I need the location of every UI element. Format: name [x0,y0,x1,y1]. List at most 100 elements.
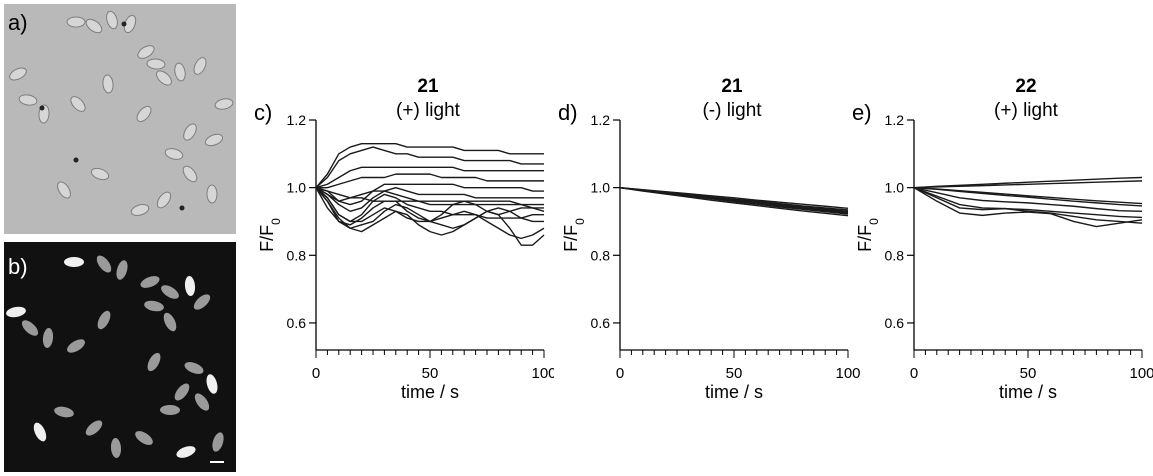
series-line [315,142,544,189]
cell [136,105,152,123]
x-tick-label: 50 [726,365,743,382]
fluorescent-cell [176,446,196,458]
series-line [315,186,544,209]
series-line [315,186,544,213]
y-tick-label: 0.6 [885,315,905,331]
cell [156,70,172,86]
fluorescent-cell [163,312,177,332]
cell [206,184,218,204]
cell [18,94,38,106]
chart-title: 22 [1015,76,1036,97]
brightfield-micrograph [4,4,236,234]
fluorescent-cell [135,431,153,445]
cell [146,58,166,70]
chart-panel-d: 21 (-) light d) 0.6 0.8 1.0 1.2 0 50 100 time / s F… [558,76,860,402]
cell [137,45,155,59]
series-line [619,186,849,213]
y-tick-label: 1.0 [287,180,307,196]
fluorescent-cell [67,339,85,353]
debris-dot [121,21,127,27]
cell [57,181,71,199]
series-line [913,187,1143,224]
series-line [619,186,849,217]
fluorescent-cell [116,260,128,280]
series-line [316,173,544,189]
series-line [913,180,1143,189]
x-axis-label: time / s [401,382,459,402]
series-line [315,166,544,189]
chart-title: 21 [721,76,743,97]
series-line [315,187,544,223]
cell [70,96,86,112]
chart-subtitle: (+) light [396,100,461,121]
cell [106,10,118,30]
fluorescent-cell [97,310,111,330]
x-tick-label: 0 [312,365,320,382]
fluorescent-cell [140,276,160,288]
debris-dot [179,205,185,211]
fluorescent-cell [193,294,211,310]
cell [90,167,110,181]
fluorescent-cell [184,362,204,374]
panel-label: e) [852,100,872,125]
fluorescent-cell [96,255,112,273]
x-tick-label: 100 [835,365,860,382]
x-tick-label: 50 [1020,365,1037,382]
fluorescent-cell [54,406,74,418]
fluorescent-cell [212,432,224,452]
cell [156,191,172,209]
cell [183,123,197,141]
fluorescent-cell [206,374,218,394]
y-tick-label: 0.8 [885,247,905,263]
cell [204,133,224,147]
series-line [913,176,1143,189]
debris-dot [39,105,45,111]
cell [130,204,150,216]
y-tick-label: 0.6 [287,315,307,331]
y-axis-label: F/F0 [257,218,283,252]
series-line [913,186,1143,213]
chart-subtitle: (+) light [994,100,1059,121]
fluorescent-cell [64,257,84,267]
x-tick-label: 50 [422,365,439,382]
fluorescent-cell [42,328,54,348]
y-tick-label: 1.2 [885,112,905,128]
cell [193,57,207,75]
chart-panel-e: 22 (+) light e) 0.6 0.8 1.0 1.2 0 50 100 time / s F… [852,76,1153,402]
series-line [315,187,545,226]
cell [102,74,114,94]
cell [9,67,27,81]
fluorescent-cell [6,306,26,318]
fluorescence-image [4,242,236,472]
brightfield-image [4,4,236,234]
series-line [315,187,545,240]
cell [214,98,234,110]
y-tick-label: 1.2 [287,112,307,128]
cell [174,62,186,82]
y-tick-label: 1.0 [885,180,905,196]
series-line [315,146,544,189]
chart-subtitle: (-) light [702,100,762,121]
fluorescent-cell [85,420,103,436]
cell [164,148,184,160]
y-tick-label: 1.2 [591,112,611,128]
brightfield-background [4,4,236,234]
fluorescent-cell [147,352,161,372]
fluorescent-cell [144,300,164,312]
chart-panel-c: 21 (+) light c) 0.6 0.8 1.0 1.2 0 50 100 time / s F… [254,76,554,402]
x-tick-label: 0 [910,365,918,382]
cell [182,165,198,183]
chart-title: 21 [417,76,439,97]
y-axis-label: F/F0 [561,218,587,252]
panel-label-a: a) [8,10,28,35]
x-tick-label: 0 [616,365,624,382]
fluorescent-cell [110,438,122,458]
series-line [315,187,545,246]
fluorescent-cell [161,285,179,299]
x-tick-label: 100 [1129,365,1153,382]
y-tick-label: 0.6 [591,315,611,331]
fluorescent-cell [194,393,210,411]
panel-label: c) [254,100,272,125]
series-line [913,186,1143,219]
series-line [913,187,1143,228]
